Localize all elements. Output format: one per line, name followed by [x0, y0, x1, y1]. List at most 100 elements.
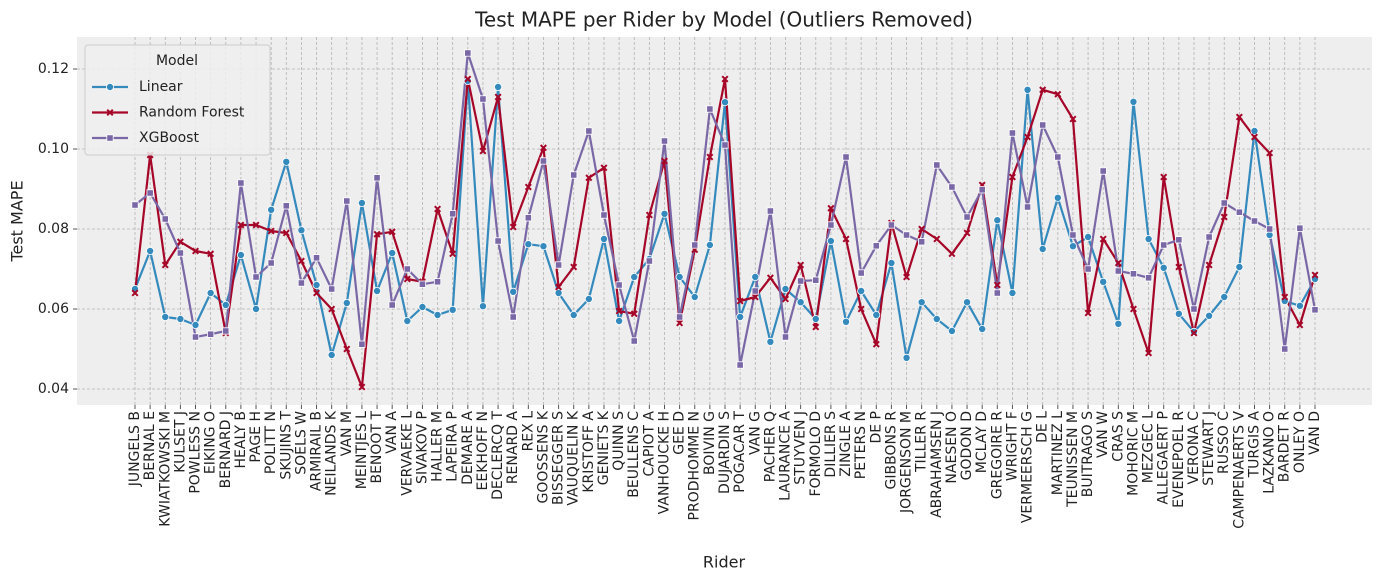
marker	[106, 134, 114, 142]
x-tick-label: PETERS N	[853, 411, 869, 479]
x-tick-label: RENARD A	[505, 411, 521, 485]
marker	[207, 330, 215, 338]
x-tick-label: BEULLENS C	[626, 411, 642, 498]
marker	[918, 225, 926, 233]
marker	[464, 75, 472, 83]
marker	[1160, 241, 1168, 249]
x-tick-label: DE P	[868, 411, 884, 444]
x-tick-label: GEE D	[672, 411, 688, 455]
marker	[524, 240, 533, 249]
marker	[509, 313, 517, 321]
marker	[766, 207, 774, 215]
x-tick-label: EIKING O	[203, 411, 219, 474]
marker	[585, 127, 593, 135]
marker	[1174, 309, 1183, 318]
x-tick-label: CRAS S	[1110, 411, 1126, 462]
x-tick-label: TURGIS A	[1246, 411, 1262, 479]
marker	[554, 288, 563, 297]
marker	[479, 147, 487, 155]
marker	[918, 238, 926, 246]
x-tick-label: LAZKANO O	[1262, 411, 1278, 494]
marker	[1069, 231, 1077, 239]
marker	[343, 345, 351, 353]
x-tick-label: VANHOUCKE H	[656, 411, 672, 514]
x-tick-label: HALLER M	[430, 411, 446, 482]
marker	[1008, 173, 1016, 181]
legend-label: Linear	[139, 79, 183, 95]
marker	[478, 302, 487, 311]
marker	[373, 174, 381, 182]
marker	[1008, 288, 1017, 297]
marker	[161, 261, 169, 269]
x-tick-label: JORGENSON M	[899, 411, 915, 514]
marker	[539, 157, 548, 165]
x-tick-label: LAURANCE A	[778, 411, 794, 501]
x-tick-label: VERVAEKE L	[399, 411, 415, 496]
marker	[736, 312, 745, 321]
x-tick-label: DEMARE A	[460, 411, 476, 485]
marker	[1266, 225, 1274, 233]
marker	[933, 161, 941, 169]
marker	[252, 221, 260, 229]
marker	[797, 277, 805, 285]
marker	[1250, 127, 1259, 136]
marker	[797, 261, 805, 269]
marker	[267, 227, 275, 235]
marker	[902, 231, 911, 239]
marker	[766, 337, 775, 346]
marker	[660, 157, 668, 165]
x-tick-label: EVENEPOEL R	[1171, 411, 1187, 508]
marker	[191, 333, 200, 341]
x-tick-label: QUINN S	[611, 411, 627, 471]
legend-label: XGBoost	[139, 130, 199, 146]
marker	[1023, 203, 1032, 211]
marker	[207, 250, 215, 258]
marker	[1114, 319, 1123, 328]
x-tick-label: ZINGLE A	[838, 411, 854, 477]
marker	[706, 105, 714, 113]
marker	[1038, 244, 1047, 253]
marker	[358, 340, 366, 348]
marker	[963, 229, 971, 237]
marker	[388, 248, 397, 257]
marker	[433, 310, 442, 319]
marker	[1175, 236, 1183, 244]
marker	[948, 250, 956, 258]
marker	[872, 310, 881, 319]
marker	[615, 281, 623, 289]
marker	[176, 238, 184, 246]
marker	[1266, 149, 1274, 157]
x-axis-label: Rider	[703, 553, 746, 572]
marker	[887, 258, 896, 267]
legend-box	[84, 44, 271, 156]
x-tick-label: BENOOT T	[369, 411, 385, 484]
x-tick-label: MOHORIC M	[1125, 411, 1141, 496]
x-tick-label: MEINTJES L	[354, 411, 370, 489]
marker	[1129, 97, 1138, 106]
x-tick-label: VAN M	[339, 411, 355, 456]
marker	[827, 204, 835, 212]
marker	[963, 298, 972, 307]
marker	[993, 216, 1002, 225]
x-tick-label: BERNARD J	[218, 411, 234, 488]
marker	[676, 319, 684, 327]
marker	[1220, 292, 1229, 301]
marker	[1023, 85, 1032, 94]
marker	[872, 242, 880, 250]
marker	[1281, 293, 1289, 301]
x-tick-label: KULSET J	[172, 411, 188, 473]
marker	[434, 205, 442, 213]
marker	[615, 307, 623, 315]
x-tick-label: NEILANDS K	[324, 410, 340, 496]
marker	[1205, 311, 1214, 320]
marker	[554, 261, 563, 269]
marker	[1281, 345, 1289, 353]
marker	[948, 183, 956, 191]
marker	[237, 179, 245, 187]
x-tick-label: TILLER R	[914, 411, 930, 473]
x-tick-label: REX L	[520, 411, 536, 452]
marker	[1053, 193, 1062, 202]
marker	[630, 272, 639, 281]
marker	[781, 284, 790, 293]
y-tick-label: 0.08	[38, 221, 69, 237]
